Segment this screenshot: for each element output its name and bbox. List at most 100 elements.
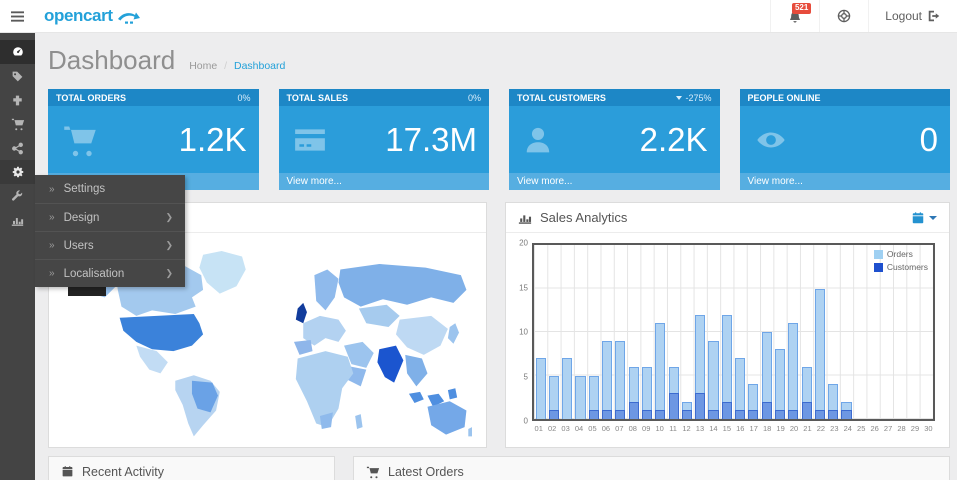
user-icon <box>519 122 557 158</box>
sidebar-toggle-icon[interactable] <box>0 0 35 33</box>
tile-label: TOTAL ORDERS <box>56 92 127 103</box>
tile-view-more-link[interactable]: View more... <box>509 173 720 190</box>
orders-bar <box>761 332 772 419</box>
system-submenu: » Settings » Design ❯ » Users ❯ » Localisation ❯ <box>35 175 185 287</box>
submenu-item-label: Design <box>63 211 100 224</box>
tile-header: TOTAL SALES 0% <box>278 89 489 106</box>
share-icon <box>11 142 24 155</box>
customers-bar <box>814 410 825 419</box>
map-region-brazil <box>191 380 218 413</box>
customers-bar <box>788 410 799 419</box>
chart-day-slot <box>813 245 826 419</box>
tile-label: TOTAL SALES <box>286 92 349 103</box>
chart-day-slot <box>587 245 600 419</box>
chart-day-slot <box>614 245 627 419</box>
submenu-item-localisation[interactable]: » Localisation ❯ <box>35 259 185 287</box>
submenu-item-settings[interactable]: » Settings <box>35 175 185 203</box>
submenu-item-users[interactable]: » Users ❯ <box>35 231 185 259</box>
latest-orders-title: Latest Orders <box>388 464 464 479</box>
x-tick-label: 01 <box>534 424 543 433</box>
submenu-item-design[interactable]: » Design ❯ <box>35 203 185 231</box>
orders-bar <box>801 366 812 419</box>
tile-view-more-link[interactable]: View more... <box>739 173 950 190</box>
x-tick-label: 20 <box>789 424 799 433</box>
map-region-mexico <box>135 345 168 374</box>
chart-day-slot <box>640 245 653 419</box>
opencart-logo[interactable]: opencart <box>44 6 141 26</box>
x-tick-label: 02 <box>547 424 557 433</box>
breadcrumb-current-link[interactable]: Dashboard <box>233 60 286 72</box>
sidebar-item-reports[interactable] <box>0 208 35 232</box>
eye-icon <box>750 125 792 155</box>
legend-swatch <box>873 262 883 272</box>
map-region-scandinavia <box>313 269 338 311</box>
tile-header: PEOPLE ONLINE <box>739 89 950 106</box>
chart-legend: Orders Customers <box>873 249 928 272</box>
chart-day-slot <box>853 245 866 419</box>
sidebar-item-tools[interactable] <box>0 184 35 208</box>
tile-body: 2.2K <box>509 106 720 173</box>
cart-icon <box>366 465 380 479</box>
tag-icon <box>11 70 24 83</box>
legend-entry-customers: Customers <box>873 262 928 272</box>
recent-activity-header: Recent Activity <box>49 457 334 480</box>
x-tick-label: 30 <box>924 424 933 433</box>
logout-button[interactable]: Logout <box>868 0 957 32</box>
map-region-middle-east <box>343 341 374 368</box>
customers-bar <box>801 401 812 419</box>
tile-header: TOTAL ORDERS 0% <box>48 89 259 106</box>
chart-y-axis: 20 15 10 5 0 <box>512 239 532 426</box>
tile-body: 0 <box>739 106 950 173</box>
y-tick-label: 15 <box>519 283 528 292</box>
chevron-right-icon: ❯ <box>165 240 173 250</box>
tile-percent: -275% <box>676 92 712 103</box>
legend-label: Customers <box>886 262 928 272</box>
orders-bar <box>535 358 546 419</box>
angle-double-right-icon: » <box>49 268 55 279</box>
map-region-australia <box>426 401 466 435</box>
sidebar-item-marketing[interactable] <box>0 136 35 160</box>
store-front-button[interactable] <box>819 0 868 32</box>
date-range-dropdown[interactable] <box>911 211 937 225</box>
sidebar-item-catalog[interactable] <box>0 64 35 88</box>
logout-icon <box>928 10 940 22</box>
x-tick-label: 27 <box>883 424 893 433</box>
customers-bar <box>681 410 692 419</box>
map-region-indonesia <box>408 388 457 407</box>
map-region-greenland <box>198 250 246 294</box>
sidebar-item-extensions[interactable] <box>0 88 35 112</box>
breadcrumb-home-link[interactable]: Home <box>189 60 218 72</box>
x-tick-label: 29 <box>910 424 920 433</box>
stat-tile-total-sales: TOTAL SALES 0% 17.3M View more... <box>278 89 489 190</box>
x-tick-label: 14 <box>709 424 718 433</box>
chart-day-slot <box>574 245 587 419</box>
orders-bar <box>562 358 573 419</box>
orders-bar <box>841 401 852 419</box>
tile-view-more-link[interactable]: View more... <box>278 173 489 190</box>
orders-bar <box>695 314 706 419</box>
caret-down-icon <box>929 215 937 220</box>
map-region-india <box>376 345 403 383</box>
customers-bar <box>548 410 559 419</box>
customers-bar <box>588 410 599 419</box>
x-tick-label: 24 <box>843 424 852 433</box>
wrench-icon <box>11 189 24 203</box>
x-tick-label: 03 <box>561 424 570 433</box>
sidebar-item-dashboard[interactable] <box>0 40 35 64</box>
sidebar-item-sales[interactable] <box>0 112 35 136</box>
orders-bar <box>748 384 759 419</box>
notifications-button[interactable]: 521 <box>770 0 819 32</box>
sidebar-item-system[interactable] <box>0 160 35 184</box>
x-tick-label: 15 <box>722 424 732 433</box>
chart-day-slot <box>600 245 613 419</box>
orders-bar <box>641 366 653 419</box>
world-map-widget[interactable] <box>49 233 486 447</box>
chart-day-slot <box>694 245 707 419</box>
breadcrumb: Home / Dashboard <box>189 60 285 72</box>
x-tick-label: 18 <box>762 424 772 433</box>
cart-icon <box>11 117 25 131</box>
orders-bar <box>588 375 599 419</box>
tile-percent-value: -275% <box>685 92 712 103</box>
chart-day-slot <box>773 245 786 419</box>
